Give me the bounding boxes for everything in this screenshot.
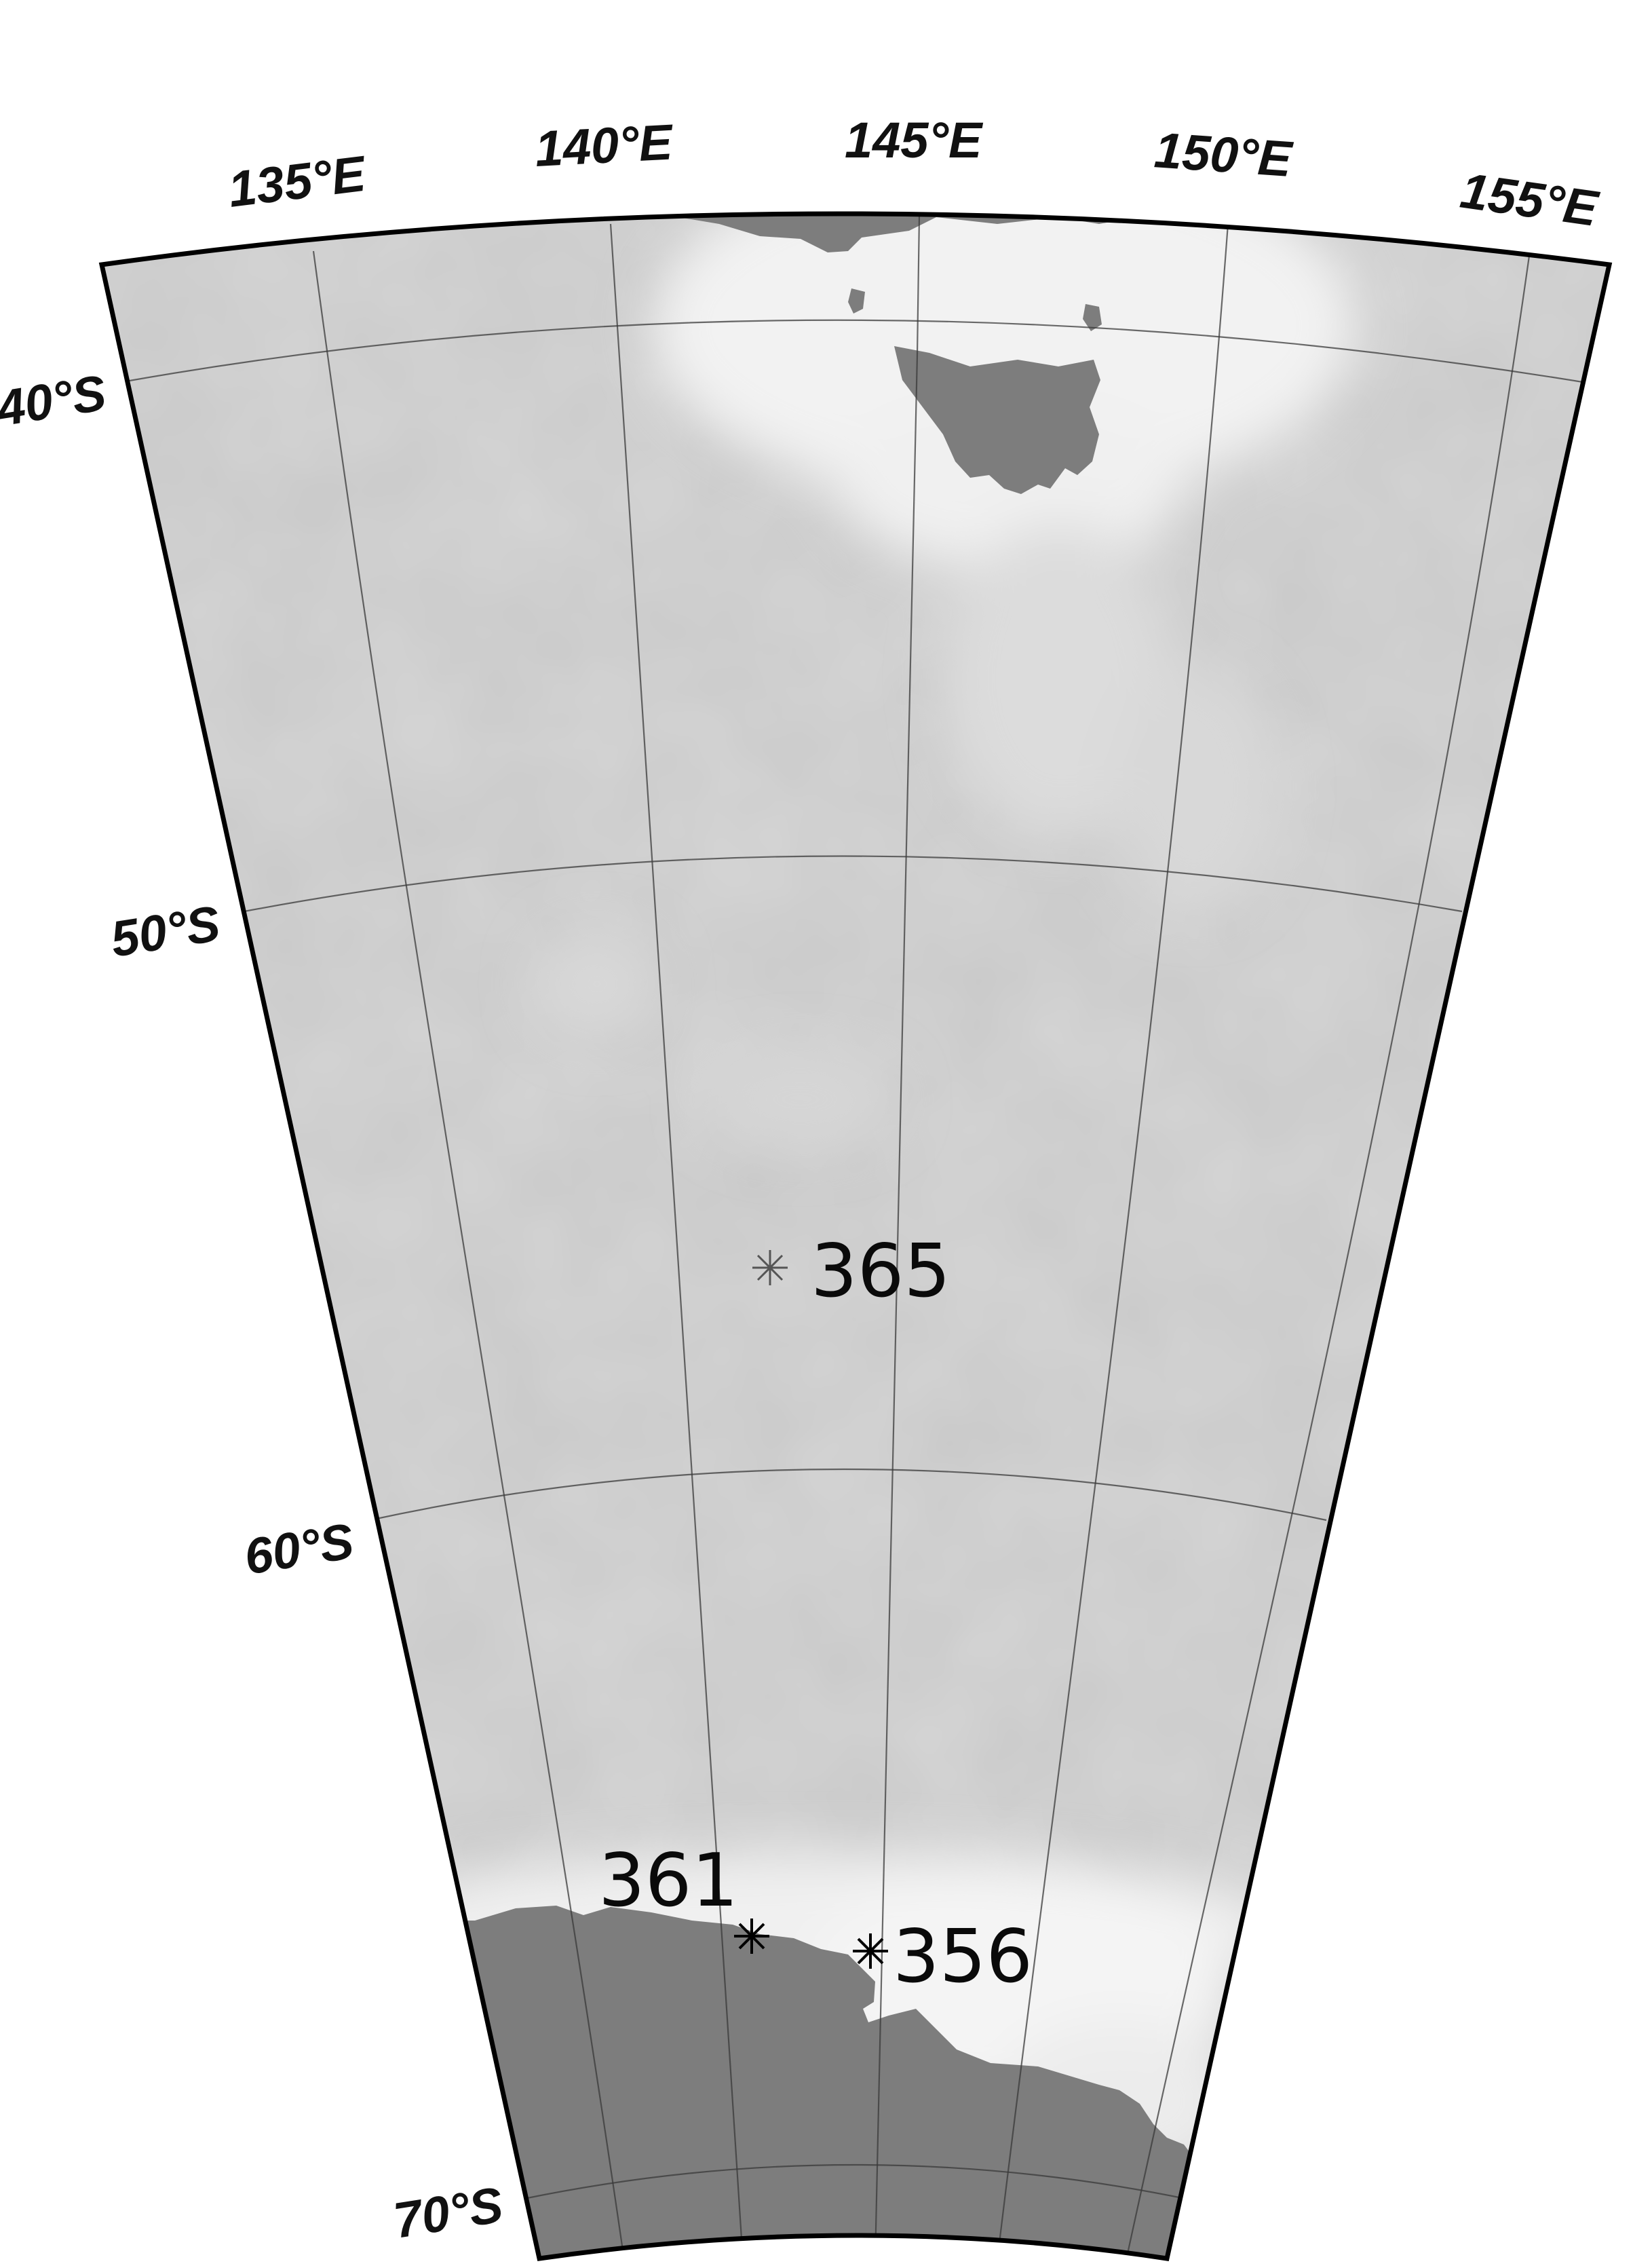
tasmania-land (894, 346, 1100, 494)
lon-label-145e: 145°E (845, 112, 984, 168)
meridian-155e (1125, 250, 1531, 2258)
parallel-70s (523, 2163, 1187, 2200)
map-frame (98, 211, 1613, 2261)
lon-label-155e: 155°E (1457, 162, 1603, 238)
antarctica-land (102, 1906, 1609, 2258)
lat-label-60s: 60°S (241, 1513, 358, 1585)
lon-label-140e: 140°E (533, 113, 675, 177)
lat-label-70s: 70°S (390, 2176, 507, 2249)
meridian-135e (312, 250, 626, 2258)
site-361-marker (734, 1919, 769, 1954)
meridian-150e (996, 223, 1229, 2258)
site-356-marker (853, 1933, 888, 1969)
australia-land (597, 214, 1221, 252)
site-361: 361 (598, 1838, 769, 1954)
site-365: 365 (752, 1229, 950, 1314)
lon-label-150e: 150°E (1153, 121, 1295, 187)
lon-label-135e: 135°E (225, 145, 370, 218)
lat-label-50s: 50°S (107, 895, 224, 968)
parallel-60s (369, 1468, 1327, 1522)
site-365-marker (752, 1250, 788, 1285)
site-356-label: 356 (893, 1914, 1033, 1999)
king-island (848, 288, 865, 314)
site-356: 356 (853, 1914, 1033, 1999)
parallel-50s (244, 855, 1463, 913)
parallel-40s (125, 319, 1592, 385)
flinders-island (1083, 304, 1102, 331)
lat-label-40s: 40°S (0, 364, 110, 438)
site-361-label: 361 (598, 1838, 738, 1923)
site-365-label: 365 (811, 1229, 950, 1314)
